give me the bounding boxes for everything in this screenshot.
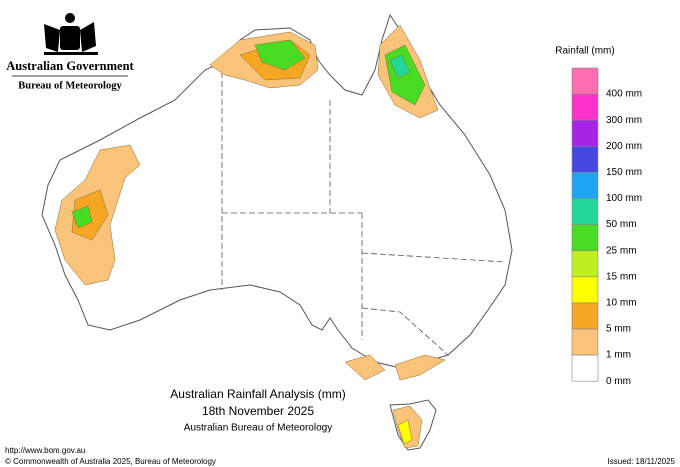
caption-date: 18th November 2025 <box>202 404 314 418</box>
legend-swatch <box>571 354 599 382</box>
footer-issued: Issued: 18/11/2025 <box>608 457 676 466</box>
bureau-name: Bureau of Meteorology <box>18 80 122 91</box>
legend-label: 15 mm <box>606 271 637 282</box>
legend-label: 25 mm <box>606 245 637 256</box>
caption-source: Australian Bureau of Meteorology <box>184 423 332 434</box>
legend-swatch <box>571 328 599 356</box>
legend-swatch <box>571 198 599 225</box>
legend-label: 5 mm <box>606 324 631 335</box>
government-name: Australian Government <box>6 59 134 73</box>
legend-label: 50 mm <box>606 219 637 230</box>
state-borders <box>221 72 506 356</box>
legend-swatch <box>571 67 599 95</box>
legend-label: 300 mm <box>606 115 642 126</box>
legend-label: 1 mm <box>606 350 631 361</box>
rainfall-areas <box>54 24 446 449</box>
legend-label: 0 mm <box>606 376 631 387</box>
legend-swatch <box>571 119 599 147</box>
legend-label: 150 mm <box>606 167 642 178</box>
caption-title: Australian Rainfall Analysis (mm) <box>170 387 345 401</box>
legend-swatch <box>571 276 599 304</box>
legend-swatch <box>571 146 599 173</box>
legend-label: 100 mm <box>606 193 642 204</box>
legend: 400 mm 300 mm 200 mm 150 mm 100 mm 50 mm 25 mm… <box>571 67 642 387</box>
legend-label: 10 mm <box>606 298 637 309</box>
legend-swatch <box>571 250 599 278</box>
legend-title: Rainfall (mm) <box>555 46 614 57</box>
legend-swatch <box>571 224 599 252</box>
footer-url: http://www.bom.gov.au <box>5 446 85 455</box>
legend-label: 400 mm <box>606 89 642 100</box>
legend-swatch <box>571 302 599 330</box>
legend-swatch <box>571 172 599 199</box>
legend-swatch <box>571 93 599 121</box>
coat-of-arms <box>44 13 98 55</box>
legend-label: 200 mm <box>606 141 642 152</box>
footer-copyright: © Commonwealth of Australia 2025, Bureau… <box>5 457 216 466</box>
